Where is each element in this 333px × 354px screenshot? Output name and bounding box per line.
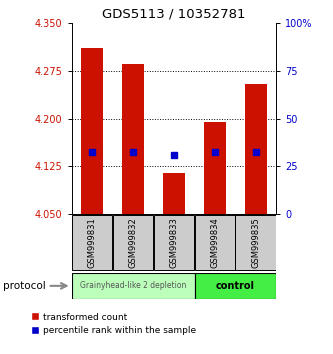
Bar: [163, 173, 185, 214]
Bar: [245, 84, 267, 214]
Bar: [235, 215, 276, 270]
Text: GSM999831: GSM999831: [88, 217, 97, 268]
Bar: [122, 64, 144, 214]
Text: GSM999833: GSM999833: [169, 217, 178, 268]
Bar: [72, 215, 113, 270]
Text: GSM999834: GSM999834: [210, 217, 219, 268]
Bar: [204, 122, 226, 214]
Title: GDS5113 / 10352781: GDS5113 / 10352781: [102, 7, 246, 21]
Bar: [113, 215, 154, 270]
Bar: [194, 215, 235, 270]
Text: control: control: [216, 281, 255, 291]
Bar: [72, 273, 194, 299]
Bar: [81, 48, 103, 214]
Text: protocol: protocol: [3, 281, 46, 291]
Legend: transformed count, percentile rank within the sample: transformed count, percentile rank withi…: [27, 309, 200, 339]
Bar: [154, 215, 194, 270]
Bar: [194, 273, 276, 299]
Text: GSM999835: GSM999835: [251, 217, 260, 268]
Text: Grainyhead-like 2 depletion: Grainyhead-like 2 depletion: [80, 281, 186, 290]
Text: GSM999832: GSM999832: [129, 217, 138, 268]
